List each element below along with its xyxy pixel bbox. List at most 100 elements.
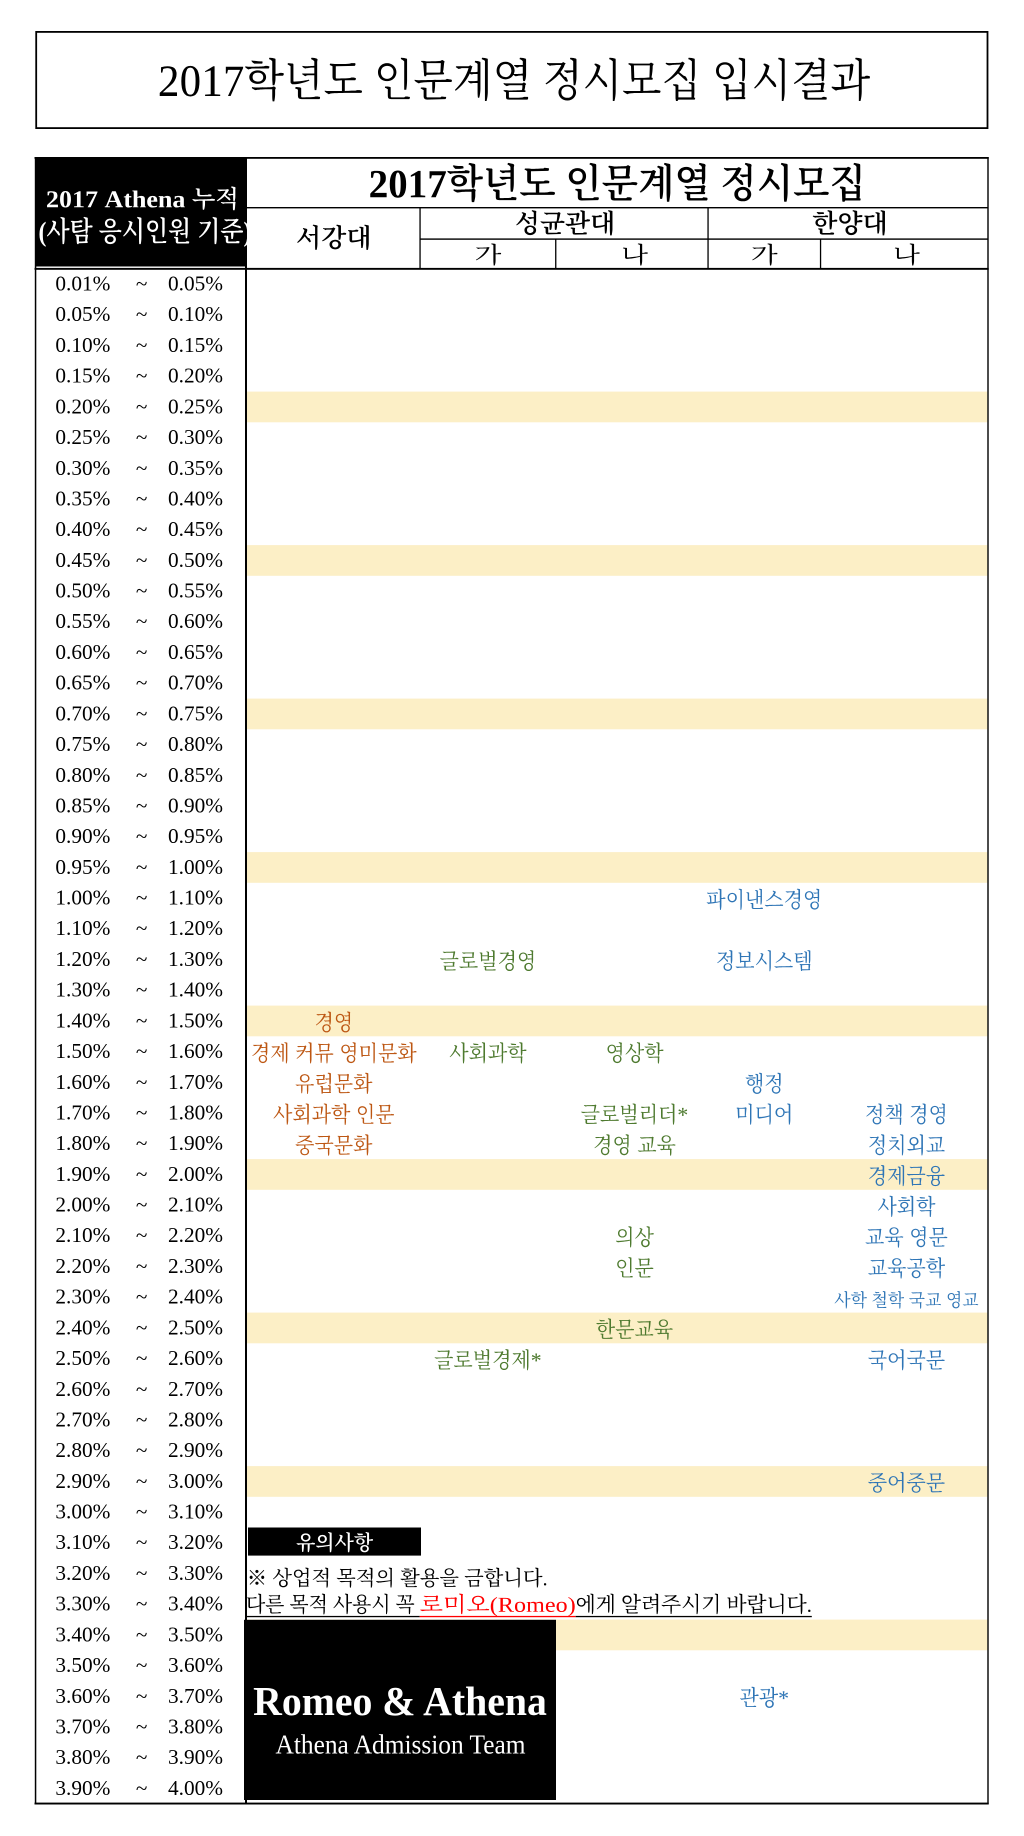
svg-text:0.30%: 0.30% — [168, 425, 223, 449]
svg-text:1.50%: 1.50% — [55, 1039, 110, 1063]
svg-text:0.55%: 0.55% — [55, 609, 110, 633]
svg-text:3.50%: 3.50% — [168, 1622, 223, 1646]
svg-text:~: ~ — [136, 763, 148, 787]
svg-text:0.55%: 0.55% — [168, 579, 223, 603]
svg-text:1.70%: 1.70% — [55, 1101, 110, 1125]
svg-text:2.70%: 2.70% — [55, 1408, 110, 1432]
svg-text:1.90%: 1.90% — [55, 1162, 110, 1186]
svg-text:~: ~ — [136, 1131, 148, 1155]
svg-text:~: ~ — [136, 732, 148, 756]
svg-text:0.25%: 0.25% — [55, 425, 110, 449]
svg-text:0.85%: 0.85% — [55, 793, 110, 817]
svg-text:~: ~ — [136, 1438, 148, 1462]
svg-text:~: ~ — [136, 1315, 148, 1339]
svg-text:0.95%: 0.95% — [168, 824, 223, 848]
svg-text:~: ~ — [136, 302, 148, 326]
svg-text:2.90%: 2.90% — [168, 1438, 223, 1462]
svg-text:~: ~ — [136, 364, 148, 388]
svg-text:0.01%: 0.01% — [55, 272, 110, 296]
svg-text:~: ~ — [136, 640, 148, 664]
svg-text:0.05%: 0.05% — [55, 302, 110, 326]
svg-text:1.10%: 1.10% — [168, 886, 223, 910]
svg-text:0.25%: 0.25% — [168, 394, 223, 418]
svg-text:0.40%: 0.40% — [55, 517, 110, 541]
svg-text:2.90%: 2.90% — [55, 1469, 110, 1493]
svg-text:0.80%: 0.80% — [55, 763, 110, 787]
svg-text:0.60%: 0.60% — [168, 609, 223, 633]
svg-text:~: ~ — [136, 855, 148, 879]
svg-text:3.20%: 3.20% — [55, 1561, 110, 1585]
svg-text:2.20%: 2.20% — [55, 1254, 110, 1278]
svg-text:Romeo & Athena: Romeo & Athena — [253, 1678, 547, 1724]
svg-text:~: ~ — [136, 486, 148, 510]
svg-text:2.50%: 2.50% — [55, 1346, 110, 1370]
svg-text:0.10%: 0.10% — [168, 302, 223, 326]
svg-text:2.10%: 2.10% — [168, 1193, 223, 1217]
svg-text:2.50%: 2.50% — [168, 1315, 223, 1339]
svg-text:0.20%: 0.20% — [168, 364, 223, 388]
svg-text:4.00%: 4.00% — [168, 1776, 223, 1800]
svg-text:2.30%: 2.30% — [168, 1254, 223, 1278]
svg-text:1.20%: 1.20% — [168, 916, 223, 940]
svg-text:~: ~ — [136, 886, 148, 910]
svg-text:~: ~ — [136, 609, 148, 633]
svg-text:~: ~ — [136, 1377, 148, 1401]
svg-text:0.35%: 0.35% — [55, 486, 110, 510]
svg-text:~: ~ — [136, 456, 148, 480]
svg-text:Athena Admission Team: Athena Admission Team — [276, 1730, 526, 1760]
svg-text:~: ~ — [136, 1070, 148, 1094]
svg-text:0.70%: 0.70% — [168, 671, 223, 695]
svg-text:1.30%: 1.30% — [168, 947, 223, 971]
svg-text:3.20%: 3.20% — [168, 1530, 223, 1554]
svg-text:3.70%: 3.70% — [55, 1715, 110, 1739]
svg-text:2.00%: 2.00% — [55, 1193, 110, 1217]
svg-text:2.60%: 2.60% — [168, 1346, 223, 1370]
svg-text:~: ~ — [136, 1715, 148, 1739]
svg-text:1.60%: 1.60% — [168, 1039, 223, 1063]
svg-text:3.50%: 3.50% — [55, 1653, 110, 1677]
svg-text:0.90%: 0.90% — [55, 824, 110, 848]
svg-text:~: ~ — [136, 1684, 148, 1708]
svg-text:~: ~ — [136, 272, 148, 296]
svg-text:0.90%: 0.90% — [168, 793, 223, 817]
svg-text:2.60%: 2.60% — [55, 1377, 110, 1401]
svg-text:0.50%: 0.50% — [55, 579, 110, 603]
svg-text:~: ~ — [136, 947, 148, 971]
svg-text:0.85%: 0.85% — [168, 763, 223, 787]
svg-text:~: ~ — [136, 701, 148, 725]
svg-text:3.10%: 3.10% — [55, 1530, 110, 1554]
svg-text:0.45%: 0.45% — [55, 548, 110, 572]
svg-text:1.50%: 1.50% — [168, 1008, 223, 1032]
svg-text:3.60%: 3.60% — [55, 1684, 110, 1708]
svg-text:3.80%: 3.80% — [55, 1745, 110, 1769]
svg-text:~: ~ — [136, 1223, 148, 1247]
svg-text:~: ~ — [136, 1469, 148, 1493]
svg-text:~: ~ — [136, 1500, 148, 1524]
svg-text:1.10%: 1.10% — [55, 916, 110, 940]
svg-text:0.70%: 0.70% — [55, 701, 110, 725]
svg-text:0.65%: 0.65% — [55, 671, 110, 695]
svg-text:0.40%: 0.40% — [168, 486, 223, 510]
svg-text:3.80%: 3.80% — [168, 1715, 223, 1739]
svg-text:0.65%: 0.65% — [168, 640, 223, 664]
svg-text:1.80%: 1.80% — [55, 1131, 110, 1155]
svg-text:3.70%: 3.70% — [168, 1684, 223, 1708]
svg-text:0.75%: 0.75% — [168, 701, 223, 725]
svg-text:~: ~ — [136, 671, 148, 695]
svg-text:~: ~ — [136, 793, 148, 817]
svg-text:2.30%: 2.30% — [55, 1285, 110, 1309]
svg-text:0.10%: 0.10% — [55, 333, 110, 357]
svg-text:2.40%: 2.40% — [55, 1315, 110, 1339]
svg-text:~: ~ — [136, 1285, 148, 1309]
svg-text:2.40%: 2.40% — [168, 1285, 223, 1309]
svg-text:3.30%: 3.30% — [168, 1561, 223, 1585]
svg-text:0.20%: 0.20% — [55, 394, 110, 418]
svg-text:~: ~ — [136, 1039, 148, 1063]
svg-text:2.00%: 2.00% — [168, 1162, 223, 1186]
svg-text:0.75%: 0.75% — [55, 732, 110, 756]
svg-text:0.80%: 0.80% — [168, 732, 223, 756]
svg-text:1.40%: 1.40% — [168, 978, 223, 1002]
svg-text:~: ~ — [136, 1776, 148, 1800]
svg-text:0.05%: 0.05% — [168, 272, 223, 296]
svg-text:~: ~ — [136, 1346, 148, 1370]
